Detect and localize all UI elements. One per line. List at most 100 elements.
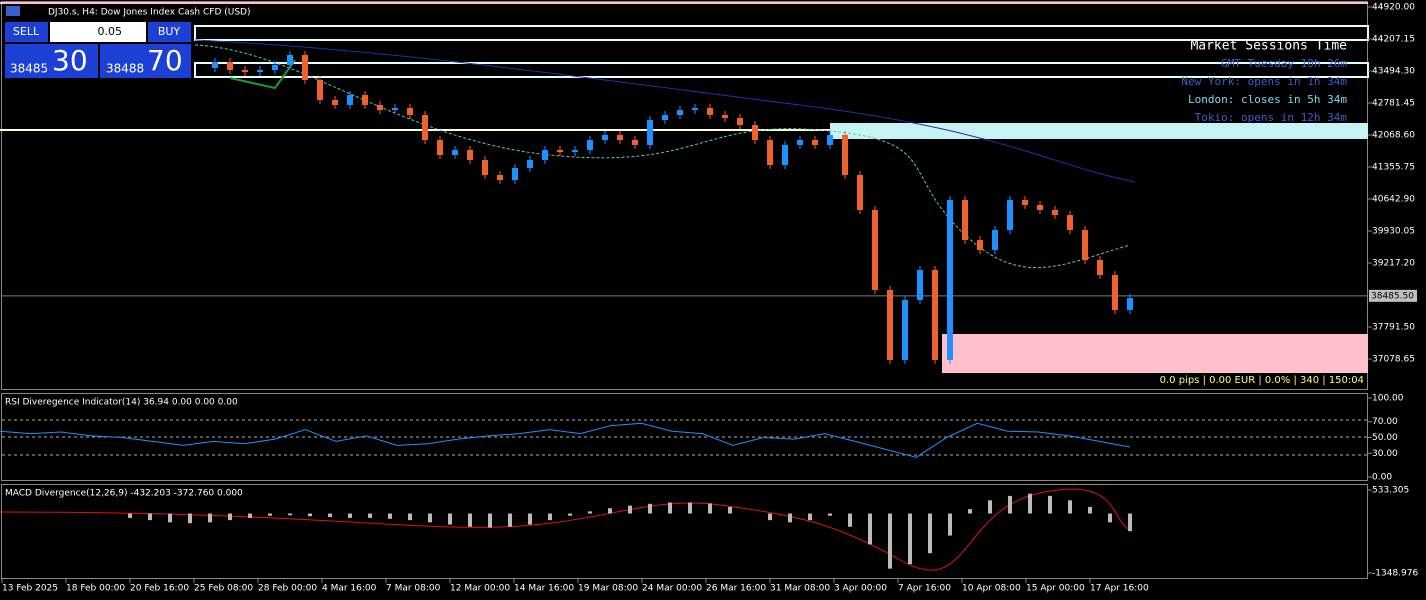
candle [422, 115, 428, 141]
macd-bar [668, 502, 672, 514]
bid-box[interactable] [5, 44, 98, 78]
buy-label: BUY [158, 25, 181, 38]
candle [617, 134, 623, 141]
macd-bar [588, 511, 592, 514]
macd-bar [268, 513, 272, 516]
macd-bar [628, 505, 632, 514]
y-tick-label: 533.305 [1372, 486, 1409, 496]
candle [512, 168, 518, 181]
macd-bar [408, 513, 412, 521]
macd-bar [228, 513, 232, 521]
y-tick-label: 50.00 [1372, 433, 1398, 443]
ask-box[interactable] [100, 44, 191, 78]
x-tick-label: 14 Mar 16:00 [514, 584, 574, 594]
current-price-box [1369, 289, 1417, 302]
candle [347, 94, 353, 105]
y-tick-label: 42068.60 [1372, 131, 1415, 141]
macd-bar [248, 513, 252, 518]
candle [782, 144, 788, 166]
candle [827, 134, 833, 145]
x-tick-label: 19 Mar 08:00 [578, 584, 638, 594]
y-tick-label: -1348.976 [1372, 569, 1418, 579]
candle [902, 299, 908, 361]
candle [722, 115, 728, 119]
candle [407, 108, 413, 116]
macd-bar [168, 513, 172, 523]
x-tick-label: 26 Mar 16:00 [706, 584, 766, 594]
macd-bar [428, 513, 432, 523]
y-tick-label: 39930.05 [1372, 227, 1415, 237]
zone-box [830, 123, 1368, 139]
candle [377, 104, 383, 111]
macd-bar [608, 508, 612, 514]
y-tick-label: 0.00 [1372, 473, 1392, 483]
macd-bar [328, 513, 332, 518]
candle [677, 110, 683, 116]
symbol-title: DJ30.s, H4: Dow Jones Index Cash CFD (US… [48, 8, 251, 18]
candle [272, 64, 278, 70]
macd-bar [1028, 493, 1032, 514]
bid-big: 38485 [10, 62, 48, 76]
session-line: Tokio: opens in 12h 34m [1195, 111, 1348, 124]
candle [692, 108, 698, 111]
macd-bar [548, 513, 552, 521]
macd-bar [828, 513, 832, 516]
y-tick-label: 43494.30 [1372, 67, 1415, 77]
macd-bar [688, 502, 692, 514]
candle [662, 115, 668, 120]
macd-bar [1048, 495, 1052, 514]
rsi-frame [1, 393, 1368, 481]
y-tick-label: 37791.50 [1372, 323, 1415, 333]
candle [977, 240, 983, 250]
buy-button[interactable] [148, 22, 191, 42]
zone-box [194, 25, 1369, 41]
macd-bar [368, 513, 372, 518]
status-line: 0.0 pips | 0.00 EUR | 0.0% | 340 | 150:0… [1160, 375, 1364, 386]
macd-bar [208, 513, 212, 523]
x-tick-label: 20 Feb 16:00 [130, 584, 189, 594]
x-tick-label: 17 Apr 16:00 [1090, 584, 1149, 594]
candle [707, 108, 713, 116]
candle [962, 199, 968, 241]
macd-bar [528, 513, 532, 525]
candle [932, 270, 938, 361]
candle [1127, 298, 1133, 311]
candle [437, 140, 443, 156]
sell-button[interactable] [5, 22, 48, 42]
candle [362, 94, 368, 105]
lot-value: 0.05 [98, 25, 123, 38]
macd-bar [708, 503, 712, 514]
macd-bar [148, 513, 152, 521]
candle [1022, 199, 1028, 206]
macd-bar [348, 513, 352, 518]
candle [647, 119, 653, 145]
candle [842, 134, 848, 176]
macd-bar [468, 513, 472, 527]
macd-bar [728, 506, 732, 514]
candle [632, 140, 638, 145]
zone-box [942, 334, 1368, 373]
macd-bar [488, 513, 492, 528]
candle [317, 79, 323, 101]
candle [872, 209, 878, 290]
y-tick-label: 39217.20 [1372, 259, 1415, 269]
candle [1007, 199, 1013, 231]
y-tick-label: 44920.00 [1372, 3, 1415, 13]
candle [392, 108, 398, 111]
candle [767, 140, 773, 166]
x-tick-label: 24 Mar 00:00 [642, 584, 702, 594]
lot-input[interactable] [50, 22, 146, 42]
macd-bar [448, 513, 452, 525]
macd-signal [0, 488, 1131, 571]
ask-small: 70 [147, 44, 183, 77]
x-tick-label: 7 Mar 08:00 [386, 584, 441, 594]
macd-bar [1128, 513, 1132, 532]
current-price-label: 38485.50 [1371, 291, 1414, 301]
macd-bar [908, 513, 912, 565]
rsi-label: RSI Diveregence Indicator(14) 36.94 0.00… [5, 398, 238, 408]
candle [1112, 274, 1118, 311]
macd-bar [508, 513, 512, 527]
macd-bar [1008, 495, 1012, 514]
